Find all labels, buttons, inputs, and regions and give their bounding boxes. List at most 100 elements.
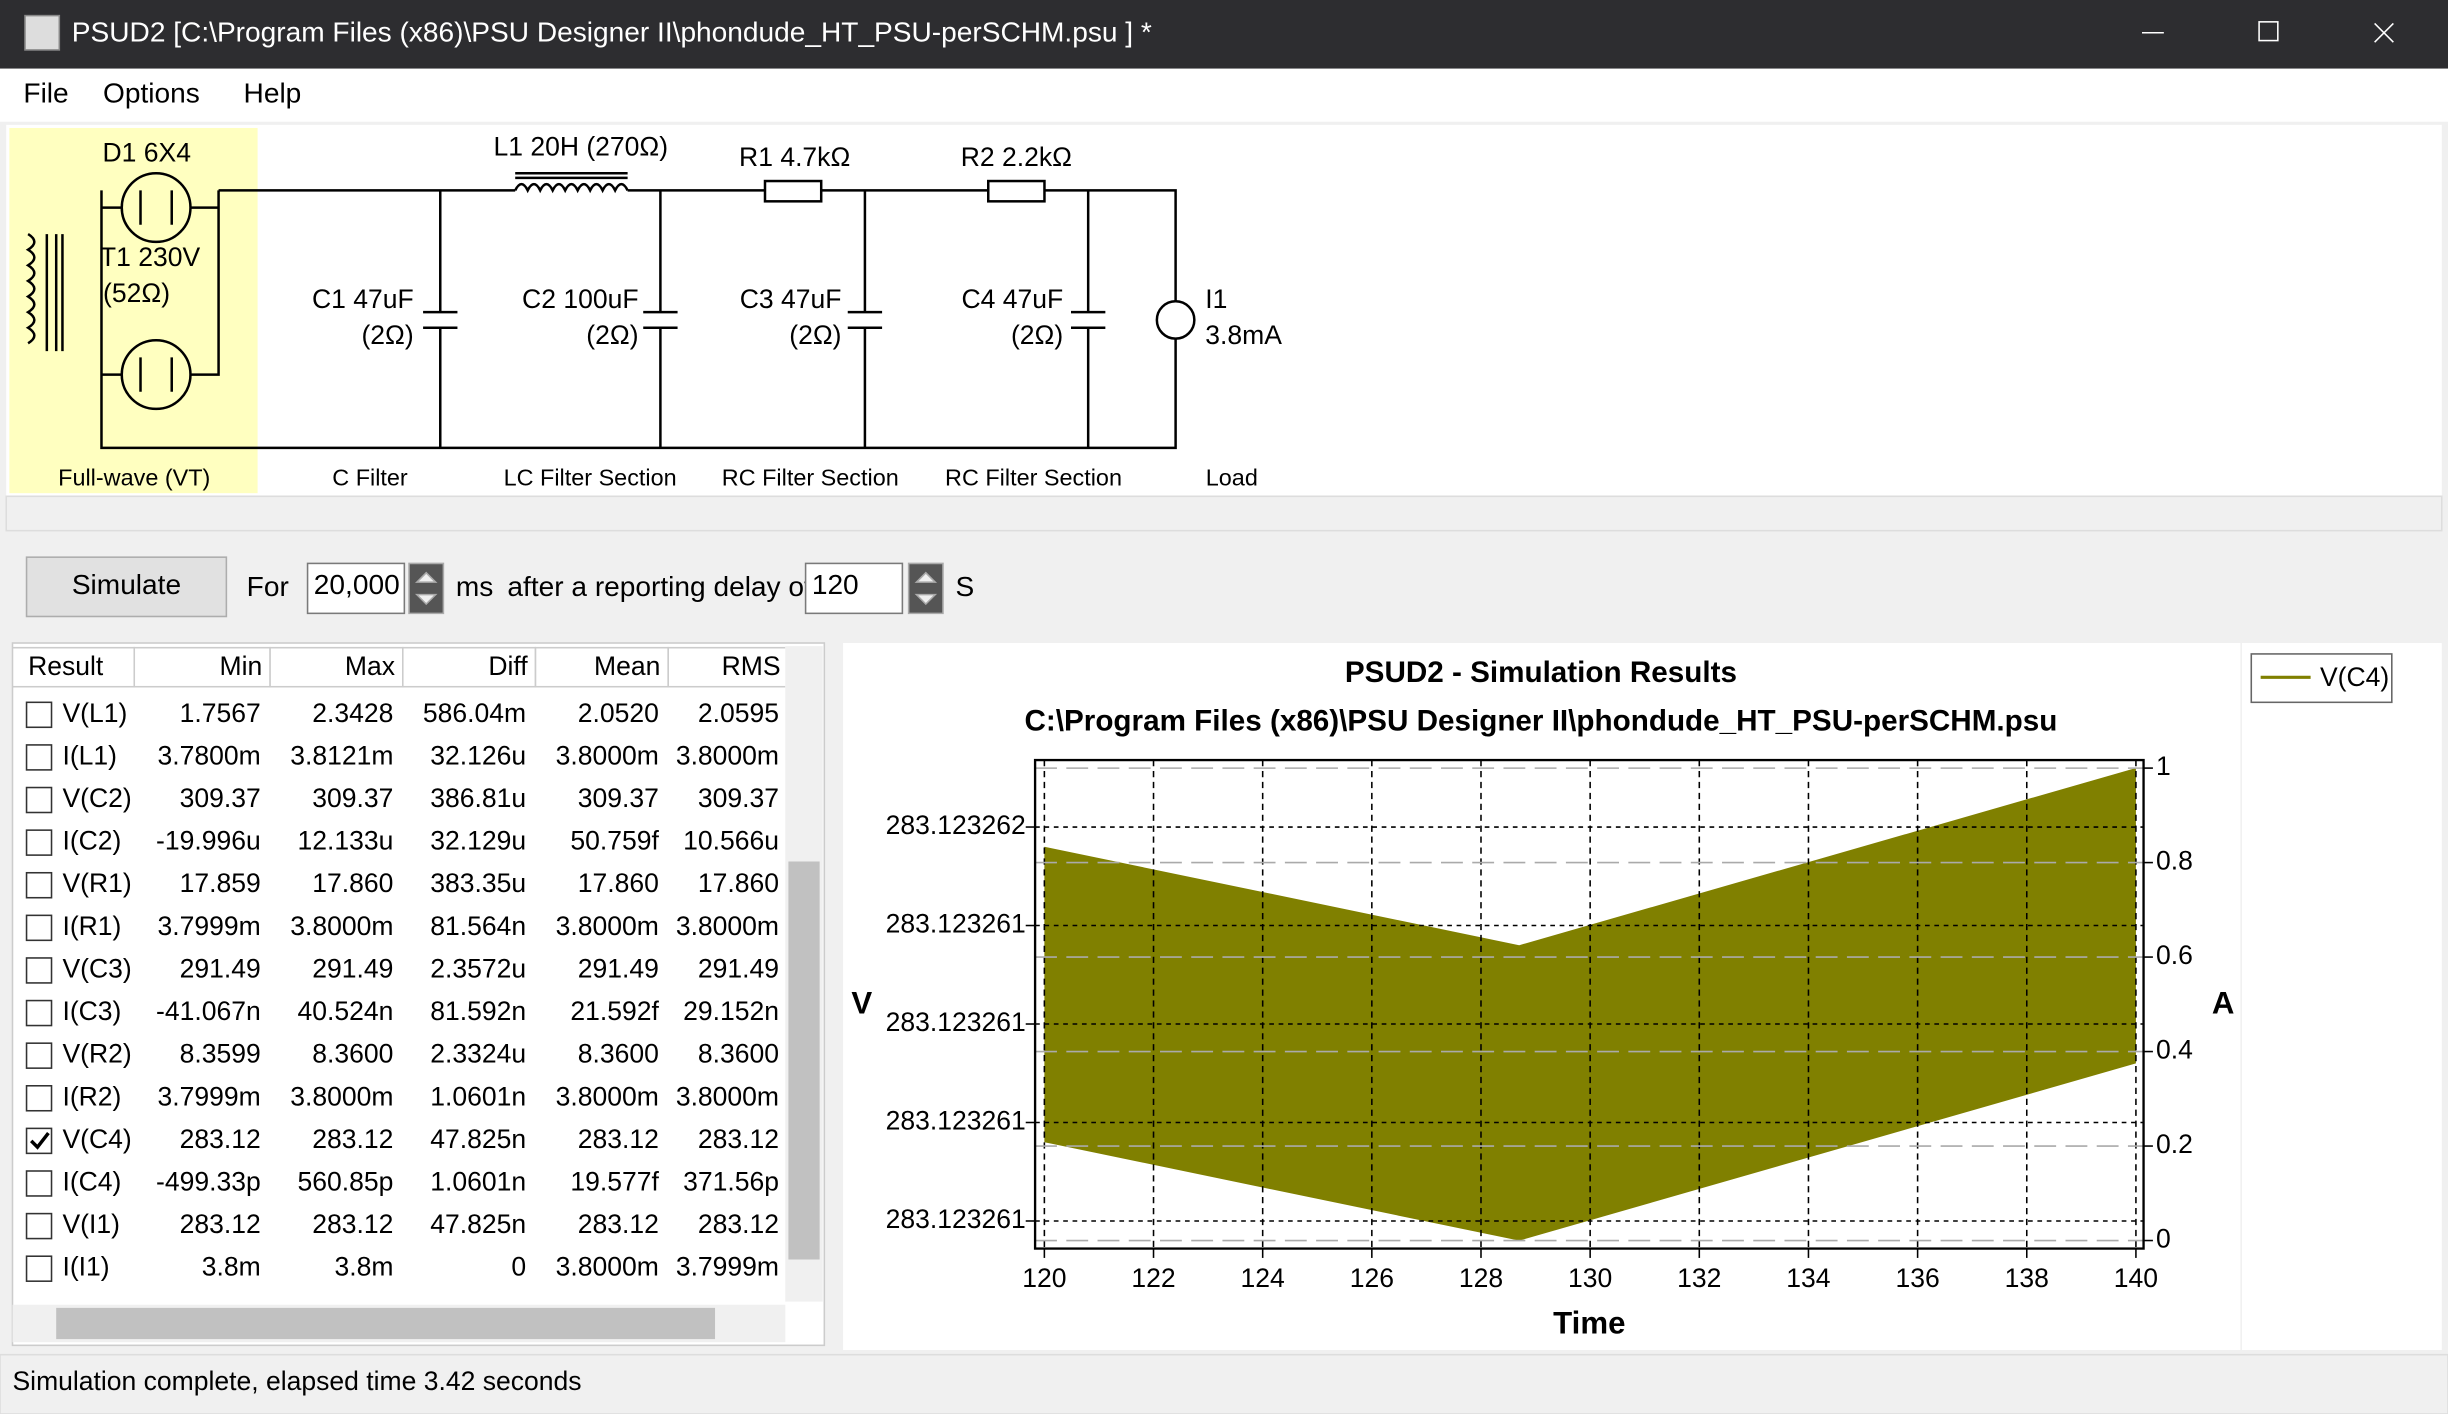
component-label: L1 20H (270Ω) [493, 131, 668, 161]
checkbox[interactable] [25, 914, 53, 942]
cell: 1.0601n [430, 1081, 526, 1111]
cell: 560.85p [298, 1167, 394, 1197]
section-label: RC Filter Section [945, 464, 1122, 490]
cell: 2.0520 [578, 698, 659, 728]
x-tick-label: 130 [1568, 1263, 1612, 1293]
cell: V(C4) [62, 1124, 131, 1154]
checkbox[interactable] [25, 744, 53, 771]
cell: 283.12 [698, 1124, 779, 1154]
cell: V(R1) [62, 868, 131, 898]
cell: 1.0601n [430, 1167, 526, 1197]
cell: 19.577f [570, 1167, 659, 1197]
cell: 47.825n [430, 1209, 526, 1239]
y-tick-label: 283.123261 [886, 1204, 1026, 1234]
component-label: R1 4.7kΩ [739, 142, 850, 172]
cell: 17.860 [698, 868, 779, 898]
checkbox[interactable] [25, 871, 53, 899]
cell: 8.3600 [698, 1039, 779, 1069]
x-tick-label: 120 [1022, 1263, 1066, 1293]
cell: 21.592f [570, 996, 659, 1026]
x-tick-label: 122 [1131, 1263, 1175, 1293]
status-bar [0, 1353, 2448, 1414]
chart-subtitle: C:\Program Files (x86)\PSU Designer II\p… [1025, 704, 2058, 737]
menu-item[interactable]: Options [103, 78, 200, 109]
component-label: (52Ω) [103, 278, 170, 308]
cell: -499.33p [156, 1167, 261, 1197]
x-tick-label: 136 [1895, 1263, 1939, 1293]
cell: 32.129u [430, 826, 526, 856]
checkbox[interactable] [25, 701, 53, 729]
cell: 17.860 [312, 868, 393, 898]
cell: 3.7800m [158, 740, 261, 770]
input-value: 20,000 [314, 569, 400, 600]
y-tick-label: 283.123262 [886, 810, 1026, 840]
component-label: R2 2.2kΩ [961, 142, 1072, 172]
cell: 10.566u [683, 826, 779, 856]
simulate-button[interactable] [25, 556, 228, 618]
checkmark [30, 1132, 50, 1150]
cell: 8.3600 [578, 1039, 659, 1069]
duration-input[interactable] [306, 562, 406, 615]
cell: 2.3428 [312, 698, 393, 728]
checkbox[interactable] [25, 1127, 53, 1155]
component-label: I1 [1205, 284, 1227, 314]
component-label: C4 47uF [961, 284, 1063, 314]
section-label: C Filter [332, 464, 408, 490]
cell: 3.8m [334, 1252, 393, 1282]
checkbox[interactable] [25, 786, 53, 814]
checkbox[interactable] [25, 1085, 53, 1112]
maximize[interactable] [2258, 21, 2279, 42]
cell: 2.0595 [698, 698, 779, 728]
checkbox[interactable] [25, 1170, 53, 1197]
cell: I(C3) [62, 996, 121, 1026]
column-header[interactable] [12, 646, 136, 688]
scroll-thumb[interactable] [788, 861, 820, 1260]
button-label: Simulate [72, 569, 181, 600]
checkbox[interactable] [25, 1212, 53, 1240]
checkbox[interactable] [25, 957, 53, 984]
cell: I(C2) [62, 826, 121, 856]
delay-input[interactable] [804, 562, 904, 615]
title-bar [0, 0, 2448, 69]
spinner[interactable] [408, 562, 445, 615]
legend-panel [2241, 643, 2442, 1351]
cell: 2.3572u [430, 953, 526, 983]
close[interactable] [2374, 22, 2394, 43]
cell: 81.592n [430, 996, 526, 1026]
component-label: C2 100uF [522, 284, 638, 314]
cell: 309.37 [312, 783, 393, 813]
checkbox[interactable] [25, 999, 53, 1027]
column-header[interactable] [667, 646, 788, 688]
cell: 291.49 [312, 953, 393, 983]
section-label: RC Filter Section [722, 464, 899, 490]
cell: 309.37 [180, 783, 261, 813]
scroll-thumb[interactable] [56, 1307, 716, 1340]
y-tick-label: 283.123261 [886, 1007, 1026, 1037]
column-header[interactable] [269, 646, 404, 688]
y2-axis-label: A [2212, 985, 2235, 1020]
y-axis-label: V [851, 985, 872, 1020]
spinner[interactable] [907, 562, 944, 615]
h-scrollbar[interactable] [5, 495, 2443, 532]
menu-item[interactable]: File [23, 78, 68, 109]
label: S [955, 571, 974, 602]
input-value: 120 [812, 569, 859, 600]
table-body: Result Min Max Diff Mean RMS V(L1) 1.7567 2.3428… [12, 646, 788, 1282]
cell: V(L1) [62, 698, 127, 728]
cell: I(C4) [62, 1167, 121, 1197]
cell: I(L1) [62, 740, 117, 770]
status-text: Simulation complete, elapsed time 3.42 s… [12, 1366, 581, 1396]
component-label: (2Ω) [586, 320, 638, 350]
section-label: Load [1206, 464, 1258, 490]
cell: 8.3599 [180, 1039, 261, 1069]
checkbox[interactable] [25, 1255, 53, 1282]
label: For [247, 571, 289, 602]
cell: I(R2) [62, 1081, 121, 1111]
checkbox[interactable] [25, 1042, 53, 1069]
menu-item[interactable]: Help [244, 78, 302, 109]
cell: 81.564n [430, 911, 526, 941]
cell: 3.7999m [158, 1081, 261, 1111]
column-header-label: Result [28, 651, 104, 681]
column-header[interactable] [133, 646, 271, 688]
checkbox[interactable] [25, 829, 53, 856]
